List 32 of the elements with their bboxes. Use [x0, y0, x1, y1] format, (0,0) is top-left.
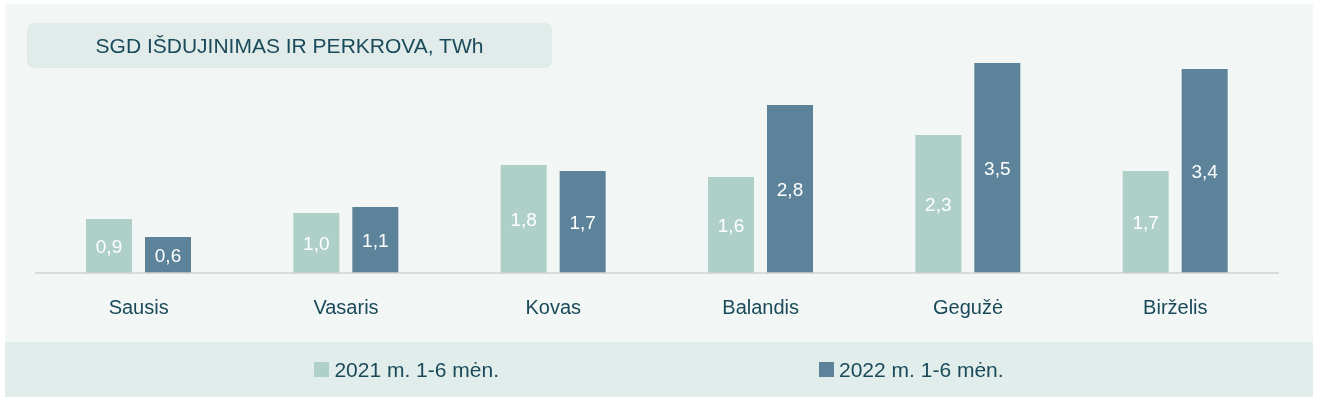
data-label: 1,6	[717, 214, 745, 236]
bar	[1122, 171, 1169, 273]
data-label: 1,7	[1132, 211, 1159, 233]
data-label: 0,9	[95, 235, 123, 257]
data-label: 3,5	[984, 157, 1011, 179]
data-label: 1,0	[303, 232, 330, 254]
x-tick-label: Balandis	[722, 296, 800, 319]
data-label: 0,6	[154, 244, 182, 266]
data-label: 1,8	[510, 208, 537, 230]
bar	[915, 135, 962, 273]
bar	[500, 165, 547, 273]
legend-label: 2022 m. 1-6 mėn.	[839, 357, 1004, 381]
data-label: 2,8	[776, 178, 804, 200]
bar	[1181, 69, 1228, 273]
bar	[86, 219, 132, 273]
data-label: 2,3	[925, 193, 952, 215]
bar	[708, 177, 754, 273]
bar	[352, 207, 399, 273]
x-tick-label: Kovas	[525, 296, 582, 319]
data-label: 1,1	[362, 229, 389, 251]
x-tick-label: Sausis	[108, 296, 169, 319]
data-label: 1,7	[569, 211, 596, 233]
x-tick-label: Birželis	[1143, 296, 1208, 319]
chart-title: SGD IŠDUJINIMAS IR PERKROVA, TWh	[95, 33, 484, 58]
x-tick-label: Gegužė	[932, 296, 1004, 319]
bar	[974, 63, 1021, 273]
legend-label: 2021 m. 1-6 mėn.	[334, 357, 499, 381]
data-label: 3,4	[1191, 160, 1219, 182]
bar	[293, 213, 340, 273]
x-tick-label: Vasaris	[313, 296, 379, 319]
bar	[767, 105, 813, 273]
bar	[559, 171, 606, 273]
